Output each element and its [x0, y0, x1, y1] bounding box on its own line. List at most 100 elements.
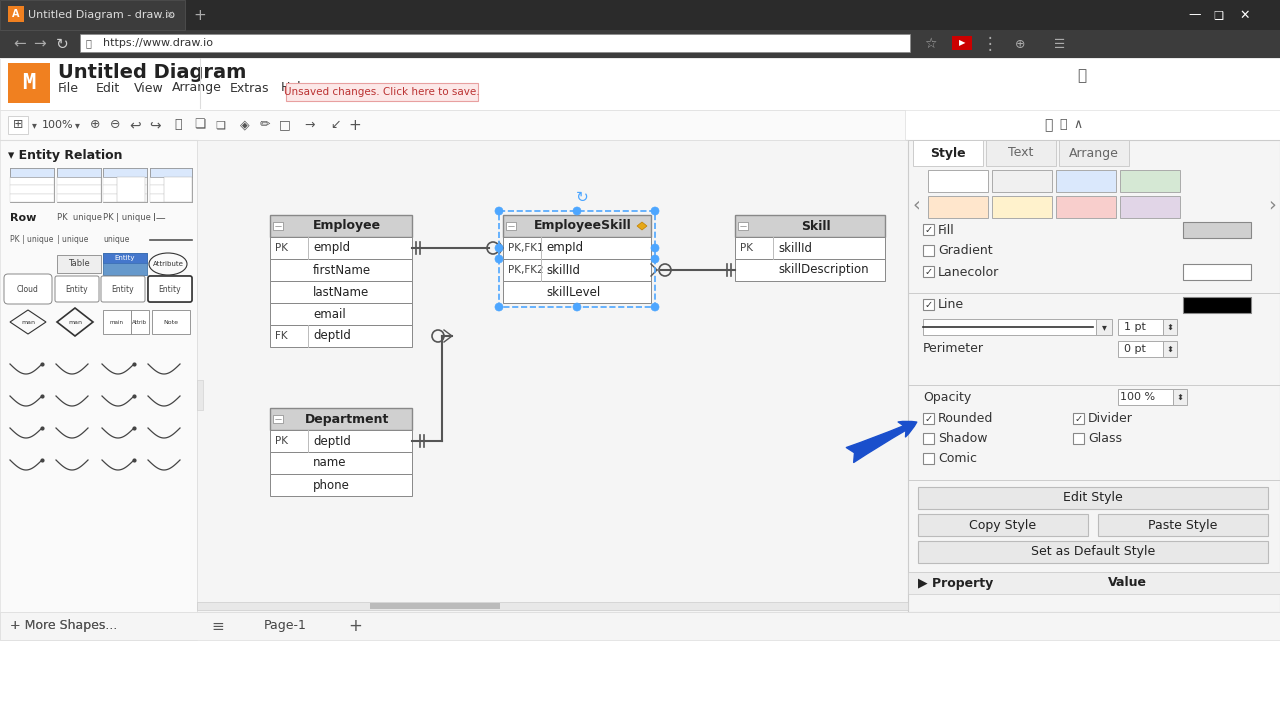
- Bar: [503, 237, 652, 259]
- Bar: [1073, 413, 1084, 424]
- Text: Untitled Diagram: Untitled Diagram: [58, 63, 246, 81]
- Bar: [285, 83, 477, 101]
- Bar: [270, 215, 412, 237]
- FancyBboxPatch shape: [101, 276, 145, 302]
- Text: man: man: [20, 320, 35, 325]
- Text: Edit Style: Edit Style: [1064, 492, 1123, 505]
- Bar: [928, 196, 988, 218]
- Text: PK: PK: [275, 436, 288, 446]
- Bar: [102, 168, 147, 177]
- Bar: [58, 194, 101, 202]
- Bar: [918, 487, 1268, 509]
- Text: PK  unique: PK unique: [58, 214, 102, 222]
- Text: Text: Text: [1009, 146, 1034, 160]
- Bar: [0, 140, 197, 612]
- Text: Shadow: Shadow: [938, 433, 987, 446]
- Text: +: +: [348, 117, 361, 132]
- Bar: [918, 541, 1268, 563]
- Text: empId: empId: [547, 241, 584, 254]
- Circle shape: [652, 244, 659, 252]
- Bar: [150, 168, 192, 177]
- Bar: [913, 140, 983, 166]
- Text: ✏: ✏: [260, 119, 270, 132]
- Bar: [1183, 297, 1251, 313]
- Text: Cloud: Cloud: [17, 284, 38, 294]
- Bar: [131, 310, 148, 334]
- Text: Skill: Skill: [801, 220, 831, 233]
- Text: lastName: lastName: [314, 286, 369, 299]
- Text: PK: PK: [740, 243, 753, 253]
- Bar: [150, 168, 192, 202]
- Bar: [1117, 319, 1164, 335]
- Text: Note: Note: [164, 320, 178, 325]
- Bar: [270, 303, 412, 325]
- Text: —: —: [507, 223, 515, 229]
- Bar: [0, 30, 1280, 58]
- Bar: [503, 259, 652, 281]
- Bar: [10, 168, 54, 202]
- Text: Gradient: Gradient: [938, 245, 992, 258]
- Text: ↻: ↻: [576, 189, 589, 204]
- Bar: [928, 170, 988, 192]
- Bar: [102, 177, 147, 185]
- Bar: [499, 211, 655, 307]
- Text: ‹: ‹: [913, 196, 920, 215]
- Bar: [918, 514, 1088, 536]
- Bar: [58, 168, 101, 202]
- FancyBboxPatch shape: [148, 276, 192, 302]
- Text: →: →: [33, 37, 46, 52]
- Text: unique: unique: [102, 235, 129, 245]
- Bar: [923, 413, 934, 424]
- Text: ⬍: ⬍: [1176, 392, 1184, 402]
- Bar: [116, 177, 145, 202]
- Text: PK,FK1: PK,FK1: [508, 243, 544, 253]
- Text: Extras: Extras: [229, 81, 269, 94]
- Text: phone: phone: [314, 479, 349, 492]
- Text: PK: PK: [275, 243, 288, 253]
- Bar: [270, 430, 412, 452]
- Bar: [102, 168, 147, 202]
- Text: deptId: deptId: [314, 434, 351, 448]
- Bar: [923, 224, 934, 235]
- Bar: [503, 215, 652, 237]
- Circle shape: [652, 207, 659, 215]
- Text: skillId: skillId: [778, 241, 812, 254]
- Text: firstName: firstName: [314, 264, 371, 276]
- Bar: [1204, 3, 1228, 25]
- Circle shape: [495, 255, 503, 263]
- Text: ❏: ❏: [195, 119, 206, 132]
- FancyBboxPatch shape: [55, 276, 99, 302]
- Bar: [923, 299, 934, 310]
- Bar: [1056, 196, 1116, 218]
- Bar: [102, 310, 131, 334]
- Bar: [8, 116, 28, 134]
- Text: Entity: Entity: [159, 284, 182, 294]
- Circle shape: [652, 255, 659, 263]
- Bar: [992, 170, 1052, 192]
- Bar: [102, 194, 147, 202]
- Bar: [84, 37, 96, 49]
- Text: EmployeeSkill: EmployeeSkill: [534, 220, 632, 233]
- Text: ❑: ❑: [1213, 10, 1222, 20]
- Text: Set as Default Style: Set as Default Style: [1030, 546, 1155, 559]
- Text: skillId: skillId: [547, 264, 580, 276]
- Bar: [923, 266, 934, 277]
- Bar: [270, 259, 412, 281]
- Circle shape: [652, 303, 659, 311]
- Bar: [1120, 196, 1180, 218]
- Bar: [10, 177, 54, 185]
- Bar: [1164, 319, 1178, 335]
- Text: ⊕: ⊕: [1015, 37, 1025, 50]
- Text: Arrange: Arrange: [172, 81, 221, 94]
- Bar: [908, 140, 1280, 612]
- Text: Glass: Glass: [1088, 433, 1123, 446]
- Text: ✓: ✓: [924, 267, 933, 277]
- Text: | unique: | unique: [58, 235, 88, 245]
- Bar: [273, 222, 283, 230]
- Bar: [1096, 319, 1112, 335]
- Text: Line: Line: [938, 299, 964, 312]
- Text: ↪: ↪: [150, 118, 161, 132]
- Text: Edit: Edit: [96, 81, 120, 94]
- Text: man: man: [68, 320, 82, 325]
- Bar: [58, 255, 101, 273]
